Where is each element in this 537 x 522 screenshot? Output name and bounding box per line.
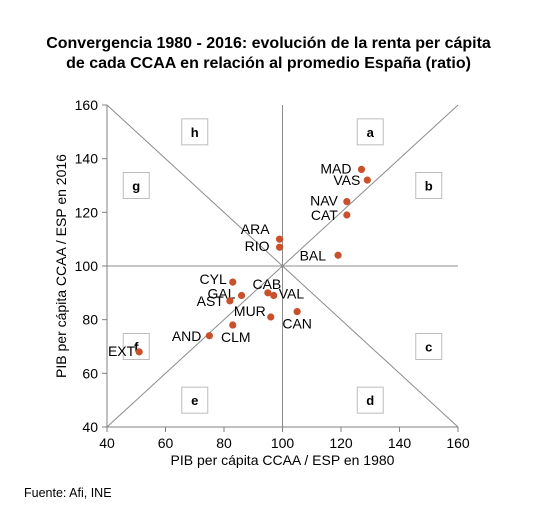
data-point-mad: [357, 165, 366, 173]
zone-letter-c: c: [425, 340, 432, 355]
point-label-clm: CLM: [221, 329, 251, 345]
data-point-vas: [363, 176, 371, 184]
y-axis-label: PIB per cápita CCAA / ESP en 2016: [53, 154, 69, 378]
data-point-rio: [275, 243, 284, 251]
y-tick-label: 60: [82, 365, 98, 381]
y-tick-label: 160: [75, 97, 99, 113]
y-tick-label: 40: [82, 419, 98, 435]
x-tick-label: 40: [99, 435, 115, 451]
data-point-bal: [334, 251, 342, 259]
data-point-ara: [275, 235, 284, 243]
x-axis-label: PIB per cápita CCAA / ESP en 1980: [171, 452, 395, 468]
zone-letter-e: e: [191, 393, 198, 408]
y-tick-label: 100: [75, 258, 99, 274]
zone-box-g: [122, 172, 150, 199]
x-tick-label: 80: [216, 435, 232, 451]
zone-box-b: [415, 172, 443, 199]
point-label-ext: EXT: [108, 343, 136, 359]
data-point-can: [293, 308, 301, 316]
y-tick-label: 140: [75, 151, 99, 167]
point-label-cab: CAB: [252, 276, 281, 292]
reference-line-antidiagonal: [106, 104, 459, 428]
point-label-val: VAL: [279, 286, 305, 302]
point-label-cat: CAT: [311, 207, 338, 223]
zone-letter-h: h: [191, 125, 199, 140]
point-label-rio: RIO: [245, 238, 270, 254]
chart-title-line2: de cada CCAA en relación al promedio Esp…: [66, 55, 471, 72]
data-point-cyl: [229, 278, 237, 286]
data-point-ast: [226, 297, 234, 305]
x-tick-label: 160: [446, 435, 470, 451]
data-point-mur: [267, 313, 275, 321]
zone-letter-g: g: [132, 179, 140, 194]
zone-box-h: [181, 118, 209, 146]
zone-letter-d: d: [366, 393, 374, 408]
x-tick-label: 140: [388, 435, 412, 451]
point-label-ast: AST: [197, 293, 225, 309]
data-point-clm: [229, 321, 237, 329]
zone-box-c: [415, 333, 443, 360]
data-point-val: [270, 291, 278, 300]
y-tick-label: 80: [82, 312, 98, 328]
point-label-ara: ARA: [241, 221, 270, 237]
data-point-cab: [264, 289, 272, 297]
zone-letter-f: f: [134, 340, 139, 355]
zone-box-f: [122, 333, 150, 360]
x-tick-label: 120: [329, 435, 353, 451]
chart-title-line1: Convergencia 1980 - 2016: evolución de l…: [46, 35, 491, 52]
chart-title: Convergencia 1980 - 2016: evolución de l…: [0, 34, 537, 74]
zone-letter-a: a: [367, 125, 375, 140]
zone-letter-b: b: [425, 179, 433, 194]
point-label-can: CAN: [282, 316, 312, 332]
data-point-and: [205, 332, 213, 340]
zone-box-a: [356, 118, 384, 146]
zone-box-d: [356, 386, 384, 414]
data-point-ext: [135, 348, 143, 356]
data-point-gal: [237, 291, 246, 300]
point-label-cyl: CYL: [200, 271, 227, 287]
x-tick-label: 60: [158, 435, 174, 451]
point-label-mur: MUR: [234, 303, 266, 319]
point-label-bal: BAL: [300, 247, 327, 263]
data-point-nav: [343, 198, 351, 206]
point-label-nav: NAV: [310, 193, 338, 209]
source-note: Fuente: Afi, INE: [24, 486, 112, 500]
point-label-mad: MAD: [320, 160, 351, 176]
y-tick-label: 120: [75, 204, 99, 220]
data-point-cat: [343, 211, 351, 219]
zone-box-e: [181, 386, 209, 414]
x-tick-label: 100: [271, 435, 295, 451]
point-label-vas: VAS: [333, 172, 360, 188]
point-label-and: AND: [172, 328, 202, 344]
